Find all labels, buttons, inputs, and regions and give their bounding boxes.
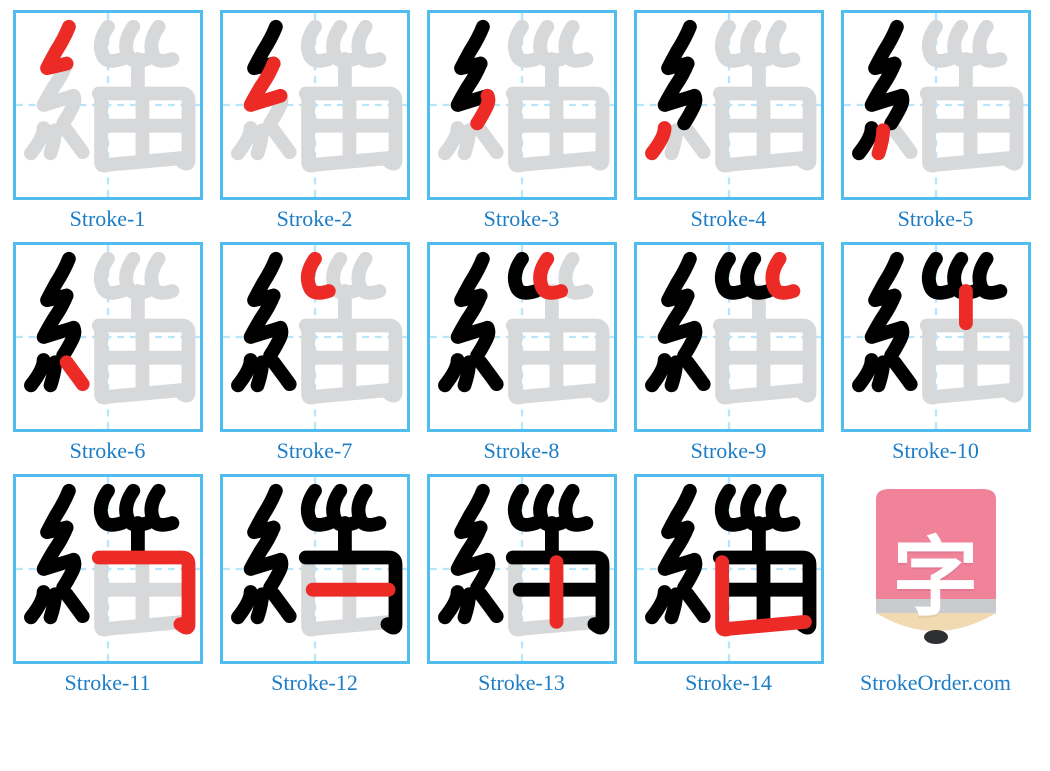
logo-character: 字: [856, 507, 1016, 632]
attribution-text: StrokeOrder.com: [860, 670, 1011, 696]
stroke-caption: Stroke-10: [892, 438, 979, 464]
stroke-caption: Stroke-8: [484, 438, 560, 464]
stroke-diagram: [427, 474, 617, 664]
stroke-diagram: [13, 10, 203, 200]
stroke-caption: Stroke-9: [691, 438, 767, 464]
stroke-diagram: [220, 10, 410, 200]
stroke-caption: Stroke-13: [478, 670, 565, 696]
stroke-caption: Stroke-14: [685, 670, 772, 696]
site-logo: 字: [841, 474, 1031, 664]
stroke-cell: Stroke-10: [838, 242, 1033, 464]
attribution-cell: 字 StrokeOrder.com: [838, 474, 1033, 696]
stroke-caption: Stroke-11: [65, 670, 151, 696]
stroke-caption: Stroke-4: [691, 206, 767, 232]
stroke-diagram: [220, 474, 410, 664]
stroke-caption: Stroke-7: [277, 438, 353, 464]
stroke-diagram: [841, 242, 1031, 432]
stroke-cell: Stroke-14: [631, 474, 826, 696]
stroke-diagram: [220, 242, 410, 432]
stroke-caption: Stroke-3: [484, 206, 560, 232]
stroke-cell: Stroke-4: [631, 10, 826, 232]
stroke-cell: Stroke-12: [217, 474, 412, 696]
stroke-caption: Stroke-2: [277, 206, 353, 232]
stroke-diagram: [841, 10, 1031, 200]
stroke-caption: Stroke-12: [271, 670, 358, 696]
stroke-caption: Stroke-1: [70, 206, 146, 232]
stroke-diagram: [427, 10, 617, 200]
stroke-cell: Stroke-13: [424, 474, 619, 696]
stroke-cell: Stroke-9: [631, 242, 826, 464]
stroke-diagram: [427, 242, 617, 432]
stroke-cell: Stroke-8: [424, 242, 619, 464]
stroke-cell: Stroke-6: [10, 242, 205, 464]
stroke-diagram: [634, 474, 824, 664]
stroke-diagram: [13, 242, 203, 432]
stroke-cell: Stroke-3: [424, 10, 619, 232]
stroke-cell: Stroke-11: [10, 474, 205, 696]
stroke-cell: Stroke-2: [217, 10, 412, 232]
stroke-order-grid: Stroke-1 Stroke-2 Stroke-3 Stroke-4 Stroke-5…: [10, 10, 1040, 696]
stroke-diagram: [634, 10, 824, 200]
stroke-diagram: [634, 242, 824, 432]
stroke-cell: Stroke-1: [10, 10, 205, 232]
stroke-diagram: [13, 474, 203, 664]
stroke-caption: Stroke-6: [70, 438, 146, 464]
stroke-cell: Stroke-5: [838, 10, 1033, 232]
stroke-caption: Stroke-5: [898, 206, 974, 232]
stroke-cell: Stroke-7: [217, 242, 412, 464]
